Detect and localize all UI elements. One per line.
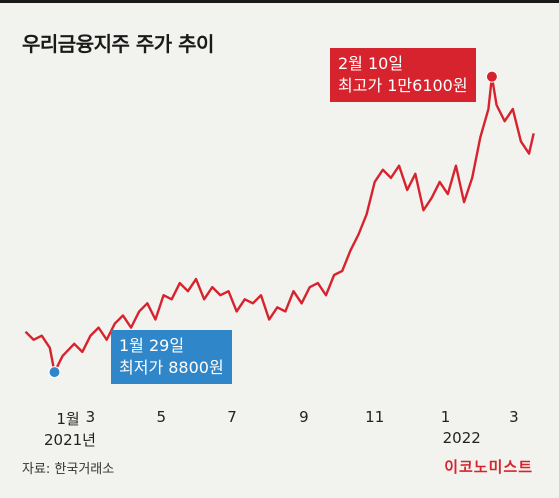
x-tick-label: 1월 [56,410,80,428]
x-tick-label: 11 [365,408,385,426]
high-price-marker [485,70,498,83]
high-price-callout: 2월 10일 최고가 1만6100원 [330,48,476,102]
low-price-label: 최저가 8800원 [119,358,224,377]
brand-logo: 이코노미스트 [444,458,533,476]
x-tick-label: 3 [85,408,96,426]
source-note: 자료: 한국거래소 [22,462,115,477]
low-price-marker [48,366,61,379]
x-tick-label: 7 [227,408,237,426]
high-date-label: 2월 10일 [338,54,404,73]
x-tick-label: 5 [156,408,166,426]
low-date-label: 1월 29일 [119,336,185,355]
top-rule [0,0,559,3]
x-year-label: 2021년 [44,431,96,449]
x-tick-label: 9 [299,408,309,426]
high-price-label: 최고가 1만6100원 [338,76,468,95]
x-tick-label: 3 [509,408,519,426]
low-price-callout: 1월 29일 최저가 8800원 [111,330,232,384]
price-line [24,75,535,374]
x-year-label: 2022 [442,429,481,447]
x-tick-label: 1 [440,408,451,426]
chart-title: 우리금융지주 주가 추이 [22,32,214,56]
